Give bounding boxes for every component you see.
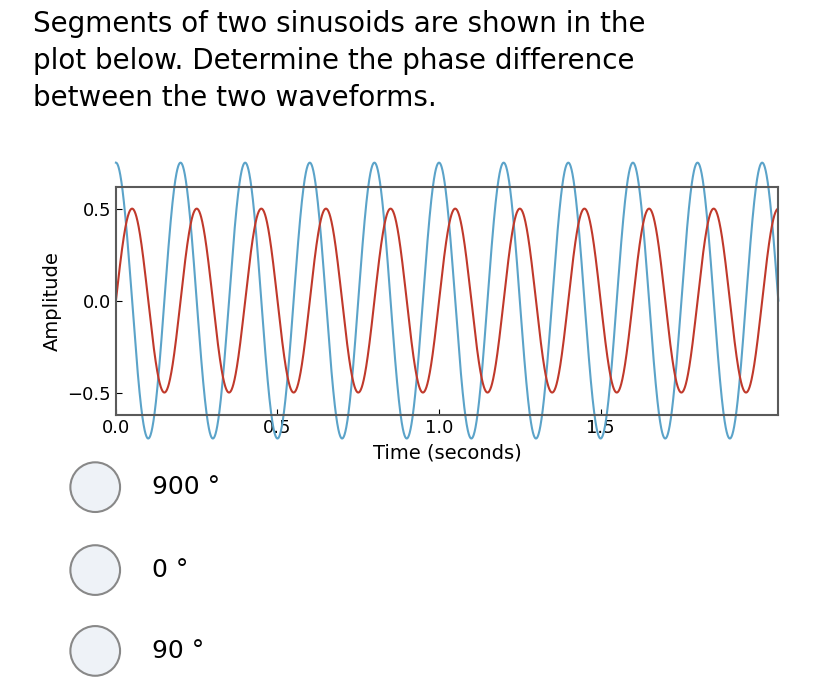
X-axis label: Time (seconds): Time (seconds) xyxy=(372,443,521,462)
Y-axis label: Amplitude: Amplitude xyxy=(43,251,62,350)
Text: Segments of two sinusoids are shown in the
plot below. Determine the phase diffe: Segments of two sinusoids are shown in t… xyxy=(33,10,645,112)
Text: 900 °: 900 ° xyxy=(151,475,219,499)
Text: 0 °: 0 ° xyxy=(151,558,188,582)
Text: 90 °: 90 ° xyxy=(151,639,203,663)
